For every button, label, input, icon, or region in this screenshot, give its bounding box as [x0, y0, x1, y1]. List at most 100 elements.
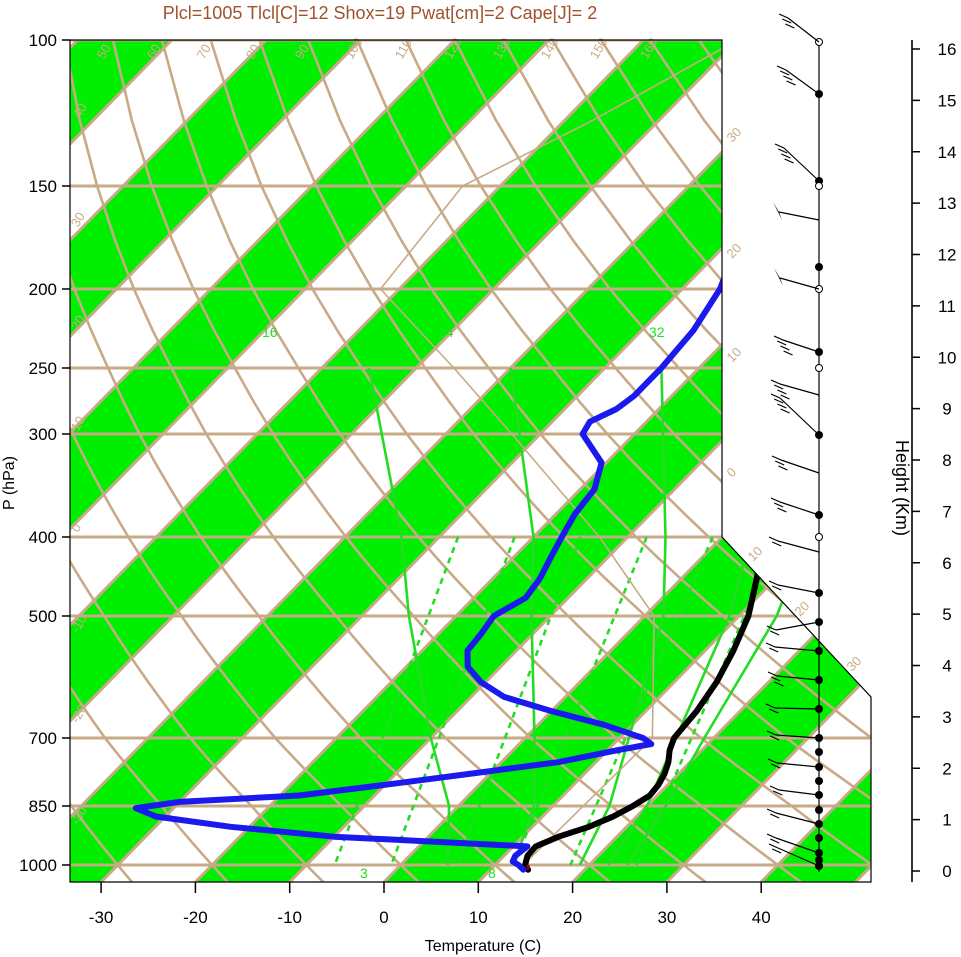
temperature-tick-label: 40 [752, 908, 771, 927]
wind-barb-feather [776, 65, 787, 71]
wind-barb-feather [781, 153, 791, 159]
isotherm-label: 10 [745, 543, 766, 564]
wind-barb-feather [784, 158, 794, 164]
isotherm-line [70, 40, 362, 882]
wind-barb-feather [769, 838, 780, 844]
temperature-tick-label: 30 [657, 908, 676, 927]
pressure-tick-label: 150 [29, 177, 57, 196]
isotherm-label: 40 [70, 100, 90, 120]
wind-barb-feather [772, 790, 783, 796]
dry-adiabat [70, 40, 325, 882]
pressure-tick-label: 300 [29, 425, 57, 444]
wind-barb-shaft [779, 501, 820, 516]
wind-barb-feather [771, 585, 782, 591]
isotherm-line [70, 40, 456, 882]
isotherm-line [70, 40, 739, 882]
level-dot [815, 806, 823, 814]
temperature-tick-label: -10 [277, 908, 302, 927]
dry-adiabat [70, 40, 421, 882]
height-tick-label: 1 [942, 811, 951, 830]
wind-barb-shaft [777, 540, 820, 553]
wind-barb-shaft [775, 837, 820, 854]
level-dot [815, 748, 823, 756]
isotherm-label: 30 [68, 209, 88, 229]
height-tick-label: 6 [942, 554, 951, 573]
isotherm-label: 20 [724, 240, 745, 261]
wind-barb-shaft [778, 211, 820, 221]
height-tick-label: 11 [938, 297, 956, 316]
wind-barb-feather [768, 536, 779, 542]
isotherm-line [70, 40, 268, 882]
pressure-axis: 100 150 200 250 300 400 500 700 850 1000 [19, 31, 70, 875]
wind-barb-feather [774, 143, 785, 149]
height-tick-label: 7 [942, 502, 951, 521]
wind-barb-feather [768, 580, 779, 586]
dry-adiabat [795, 40, 871, 882]
green-stripes [70, 40, 871, 882]
wind-barb-shaft [777, 847, 820, 867]
wind-barb-feather [779, 70, 790, 76]
wind-barb-shaft [774, 646, 820, 652]
moist-adiabat [578, 367, 667, 866]
dry-adiabat [160, 40, 803, 882]
wind-barb-feather [771, 541, 782, 547]
wind-barb-feather [769, 735, 780, 741]
wind-barb-flag [773, 202, 782, 220]
pressure-tick-label: 250 [29, 359, 57, 378]
stripe-band [70, 40, 738, 882]
isotherm-label: 0 [724, 464, 740, 480]
wind-barb-feather [780, 394, 790, 400]
wind-barb-feather [773, 398, 784, 404]
moist-adiabat-label: 32 [649, 324, 665, 340]
wind-barb-feather [781, 18, 792, 24]
mixing-ratio-line [569, 536, 714, 866]
moist-adiabat [509, 367, 536, 866]
wind-barb-feather [783, 350, 793, 356]
wind-barb-feather [771, 455, 782, 461]
height-axis-label: Height (Km) [892, 440, 912, 536]
wind-barb-shaft [776, 762, 820, 768]
height-tick-label: 9 [942, 400, 951, 419]
isotherm-label: 150 [587, 35, 611, 61]
temperature-tick-label: 10 [469, 908, 488, 927]
wind-barb-feather [770, 763, 781, 769]
wind-barb-feather [783, 75, 793, 81]
wind-barb-shaft [779, 277, 820, 290]
wind-barb-shaft [777, 584, 820, 594]
wind-barb-feather [768, 647, 779, 653]
wind-barb-feather [769, 813, 780, 819]
temperature-tick-label: -20 [183, 908, 208, 927]
wind-barb-feather [773, 384, 784, 390]
wind-barb-feather [770, 676, 781, 682]
wind-barb-feather [766, 730, 777, 736]
isotherm-label: 60 [144, 41, 164, 61]
wind-barb-feather [777, 148, 788, 154]
wind-barb-shaft [782, 339, 820, 353]
level-dot [815, 777, 823, 785]
wind-barb-shaft [776, 675, 820, 681]
height-tick-label: 0 [942, 862, 951, 881]
wind-barb-feather [767, 758, 778, 764]
dry-adiabat [307, 40, 871, 882]
wind-barb-feather [780, 345, 790, 351]
wind-barb-feather [766, 808, 777, 814]
wind-barb-shaft [779, 397, 820, 436]
wind-barb-feather [780, 408, 790, 414]
dry-adiabat [111, 40, 708, 882]
isotherm-label: 30 [724, 124, 745, 145]
wind-barb-shaft [775, 621, 820, 631]
dry-adiabat [70, 40, 230, 882]
wind-barb-shaft [780, 459, 820, 474]
isotherm-label: 10 [68, 413, 88, 433]
isotherm-line [194, 40, 871, 882]
wind-barb-flag [774, 268, 783, 286]
dewpoint-profile [132, 40, 871, 873]
wind-barb-feather [786, 80, 796, 86]
wind-barb-feather [774, 681, 784, 687]
wind-barb-feather [769, 785, 780, 791]
wind-barb-feather [777, 507, 787, 513]
wind-barb-feather [774, 460, 785, 466]
wind-barb-feather [777, 389, 787, 395]
isotherm-line [571, 40, 871, 882]
pressure-tick-label: 850 [29, 797, 57, 816]
